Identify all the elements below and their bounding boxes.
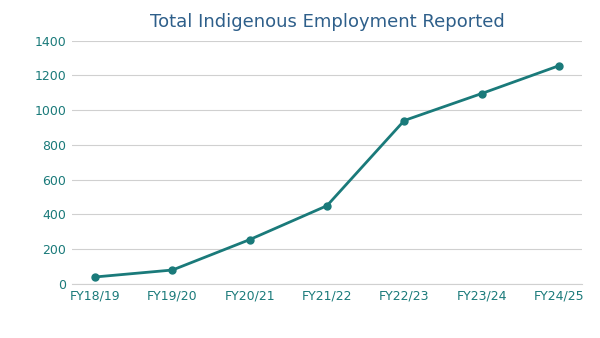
Title: Total Indigenous Employment Reported: Total Indigenous Employment Reported: [149, 13, 505, 31]
